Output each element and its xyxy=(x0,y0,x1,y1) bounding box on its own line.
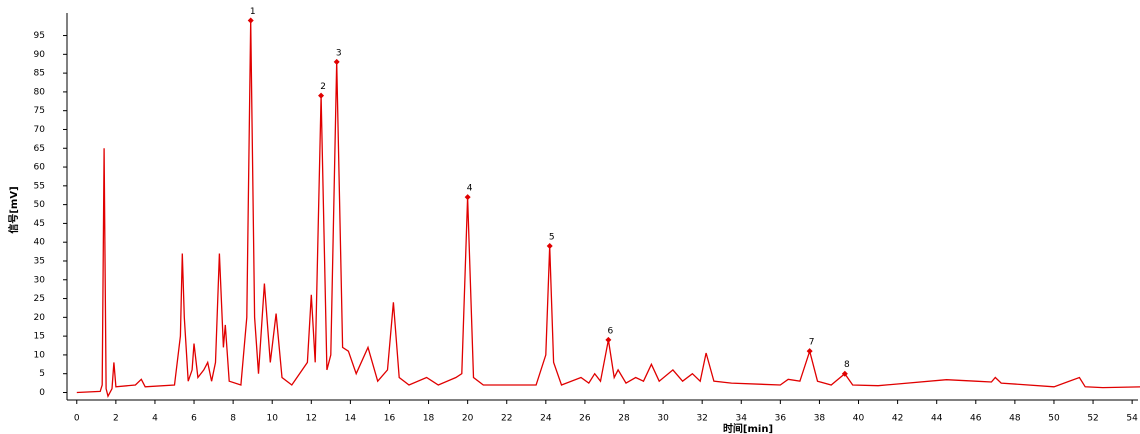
peak-marker xyxy=(464,194,471,201)
peak-marker xyxy=(605,336,612,343)
x-tick-label: 48 xyxy=(1009,414,1021,424)
x-tick-label: 12 xyxy=(306,414,317,424)
x-tick-label: 24 xyxy=(540,414,552,424)
peak-label: 3 xyxy=(336,48,342,58)
peak-label: 7 xyxy=(809,338,815,348)
y-tick-label: 5 xyxy=(39,369,45,379)
x-tick-label: 4 xyxy=(152,414,158,424)
trace-line xyxy=(76,20,1140,398)
peak-label: 1 xyxy=(250,7,256,17)
x-axis-label: 时间[min] xyxy=(723,422,773,434)
y-tick-label: 65 xyxy=(34,144,45,154)
y-tick-label: 20 xyxy=(34,313,46,323)
x-tick-label: 10 xyxy=(266,414,278,424)
peak-label: 5 xyxy=(549,232,555,242)
x-tick-label: 38 xyxy=(814,414,826,424)
x-tick-label: 2 xyxy=(113,414,119,424)
y-tick-label: 55 xyxy=(34,181,45,191)
x-tick-label: 42 xyxy=(892,414,903,424)
x-tick-label: 50 xyxy=(1048,414,1060,424)
peak-marker xyxy=(806,348,813,355)
y-tick-label: 95 xyxy=(34,31,45,41)
peak-marker xyxy=(546,242,553,249)
x-tick-label: 34 xyxy=(736,414,748,424)
x-tick-label: 22 xyxy=(501,414,512,424)
peak-marker xyxy=(247,17,254,24)
x-tick-label: 54 xyxy=(1126,414,1138,424)
peak-label: 6 xyxy=(607,326,613,336)
y-tick-label: 45 xyxy=(34,219,45,229)
y-tick-label: 30 xyxy=(34,275,46,285)
y-tick-label: 50 xyxy=(34,200,46,210)
x-tick-label: 6 xyxy=(191,414,197,424)
y-tick-label: 60 xyxy=(34,163,46,173)
peak-marker xyxy=(318,92,325,99)
y-tick-label: 15 xyxy=(34,332,45,342)
x-tick-label: 52 xyxy=(1087,414,1098,424)
y-tick-label: 80 xyxy=(34,87,46,97)
y-tick-label: 70 xyxy=(34,125,46,135)
y-tick-label: 40 xyxy=(34,238,46,248)
x-tick-label: 32 xyxy=(696,414,707,424)
x-tick-label: 26 xyxy=(579,414,591,424)
x-tick-label: 18 xyxy=(423,414,435,424)
x-tick-label: 20 xyxy=(462,414,474,424)
x-tick-label: 46 xyxy=(970,414,982,424)
x-tick-label: 16 xyxy=(384,414,396,424)
x-tick-label: 0 xyxy=(74,414,80,424)
peak-marker xyxy=(841,370,848,377)
y-tick-label: 35 xyxy=(34,256,45,266)
y-tick-label: 75 xyxy=(34,106,45,116)
y-tick-label: 25 xyxy=(34,294,45,304)
y-tick-label: 85 xyxy=(34,69,45,79)
peak-label: 4 xyxy=(467,184,473,194)
x-tick-label: 30 xyxy=(657,414,669,424)
peak-label: 8 xyxy=(844,360,850,370)
y-tick-label: 10 xyxy=(34,350,46,360)
x-tick-label: 8 xyxy=(230,414,236,424)
y-tick-label: 0 xyxy=(39,388,45,398)
y-axis-label: 信号[mV] xyxy=(7,186,20,233)
x-tick-label: 14 xyxy=(345,414,357,424)
x-tick-label: 40 xyxy=(853,414,865,424)
x-tick-label: 36 xyxy=(775,414,787,424)
x-tick-label: 44 xyxy=(931,414,943,424)
y-tick-label: 90 xyxy=(34,50,46,60)
peak-label: 2 xyxy=(320,82,326,92)
peak-marker xyxy=(333,58,340,65)
x-tick-label: 28 xyxy=(618,414,630,424)
